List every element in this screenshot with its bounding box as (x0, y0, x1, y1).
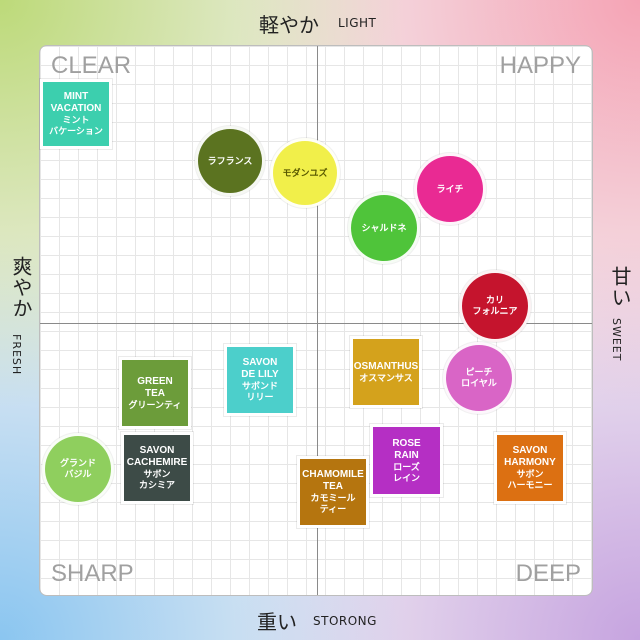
item-label-line: CACHEMIRE (126, 457, 188, 468)
item-chamomile-tea[interactable]: CHAMOMILE TEA カモミール ティー (297, 456, 369, 528)
item-label-line: グリーンティ (128, 399, 182, 410)
item-label-line: モダンユズ (282, 167, 328, 178)
item-mint-vacation[interactable]: MINT VACATION ミント バケーション (40, 79, 112, 149)
item-label-line: シャルドネ (361, 222, 407, 233)
item-label-line: TEA (145, 387, 165, 399)
axis-right-label-jp: 甘い (608, 266, 632, 308)
item-label-line: ミント (62, 115, 90, 125)
item-label-line: ROSE (392, 437, 421, 449)
item-savon-cachemire[interactable]: SAVON CACHEMIRE サボン カシミア (121, 432, 193, 504)
axis-left-label-en: FRESH (10, 334, 23, 376)
horizontal-axis-line (40, 323, 592, 324)
item-savon-de-lily[interactable]: SAVON DE LILY サボンド リリー (224, 344, 296, 416)
item-label-line: サボン (143, 469, 171, 479)
quadrant-label-deep: DEEP (515, 560, 581, 587)
item-chardonnay[interactable]: シャルドネ (348, 192, 420, 264)
item-label-line: GREEN (137, 375, 173, 387)
item-label-line: TEA (323, 481, 343, 492)
item-label-line: ロイヤル (461, 378, 497, 388)
item-label-line: DE LILY (241, 369, 279, 380)
quadrant-label-sharp: SHARP (51, 560, 134, 587)
item-label-line: オスマンサス (359, 372, 413, 383)
item-grand-basil[interactable]: グランド バジル (42, 433, 114, 505)
vertical-axis-line (317, 46, 318, 595)
item-label-line: SAVON (242, 357, 278, 368)
item-label-line: カモミール (310, 493, 356, 503)
item-label-line: カリ (485, 295, 504, 305)
item-osmanthus[interactable]: OSMANTHUS オスマンサス (350, 336, 422, 408)
item-label-line: MINT (63, 91, 89, 102)
item-peach-royal[interactable]: ピーチ ロイヤル (443, 342, 515, 414)
axis-top-label-jp: 軽やか (259, 13, 319, 37)
axis-bottom-label-jp: 重い (257, 610, 297, 634)
item-label-line: RAIN (394, 449, 419, 461)
quadrant-label-happy: HAPPY (499, 52, 581, 79)
item-label-line: レイン (392, 472, 420, 483)
item-la-france[interactable]: ラフランス (195, 126, 265, 196)
item-label-line: サボン (516, 469, 544, 479)
item-label-line: バケーション (49, 126, 103, 136)
axis-top-label-en: LIGHT (338, 16, 377, 30)
item-label-line: CHAMOMILE (302, 469, 364, 480)
item-label-line: ピーチ (465, 367, 493, 377)
item-label-line: ハーモニー (507, 480, 553, 490)
quadrant-label-clear: CLEAR (51, 52, 132, 79)
item-rose-rain[interactable]: ROSE RAIN ローズ レイン (370, 424, 443, 497)
item-label-line: HARMONY (504, 457, 556, 468)
item-label-line: カシミア (138, 480, 175, 490)
item-label-line: SAVON (139, 445, 175, 456)
item-label-line: リリー (246, 392, 274, 402)
item-label-line: ローズ (393, 461, 420, 472)
item-label-line: ティー (319, 504, 347, 514)
axis-right-label-en: SWEET (610, 318, 623, 362)
item-label-line: ラフランス (207, 155, 253, 166)
axis-bottom-label-en: STORONG (313, 614, 377, 628)
item-label-line: サボンド (241, 381, 278, 391)
item-label-line: バジル (64, 469, 92, 479)
item-savon-harmony[interactable]: SAVON HARMONY サボン ハーモニー (494, 432, 566, 504)
item-label-line: グランド (59, 458, 96, 468)
item-label-line: VACATION (50, 103, 102, 114)
item-label-line: ライチ (436, 183, 464, 194)
item-label-line: SAVON (512, 445, 548, 456)
axis-left-label-jp: 爽やか (9, 256, 33, 319)
item-california[interactable]: カリ フォルニア (459, 270, 531, 342)
item-green-tea[interactable]: GREEN TEA グリーンティ (119, 357, 191, 429)
item-lychee[interactable]: ライチ (414, 153, 486, 225)
item-label-line: フォルニア (472, 306, 518, 316)
item-modern-yuzu[interactable]: モダンユズ (270, 138, 340, 208)
item-label-line: OSMANTHUS (353, 360, 419, 372)
